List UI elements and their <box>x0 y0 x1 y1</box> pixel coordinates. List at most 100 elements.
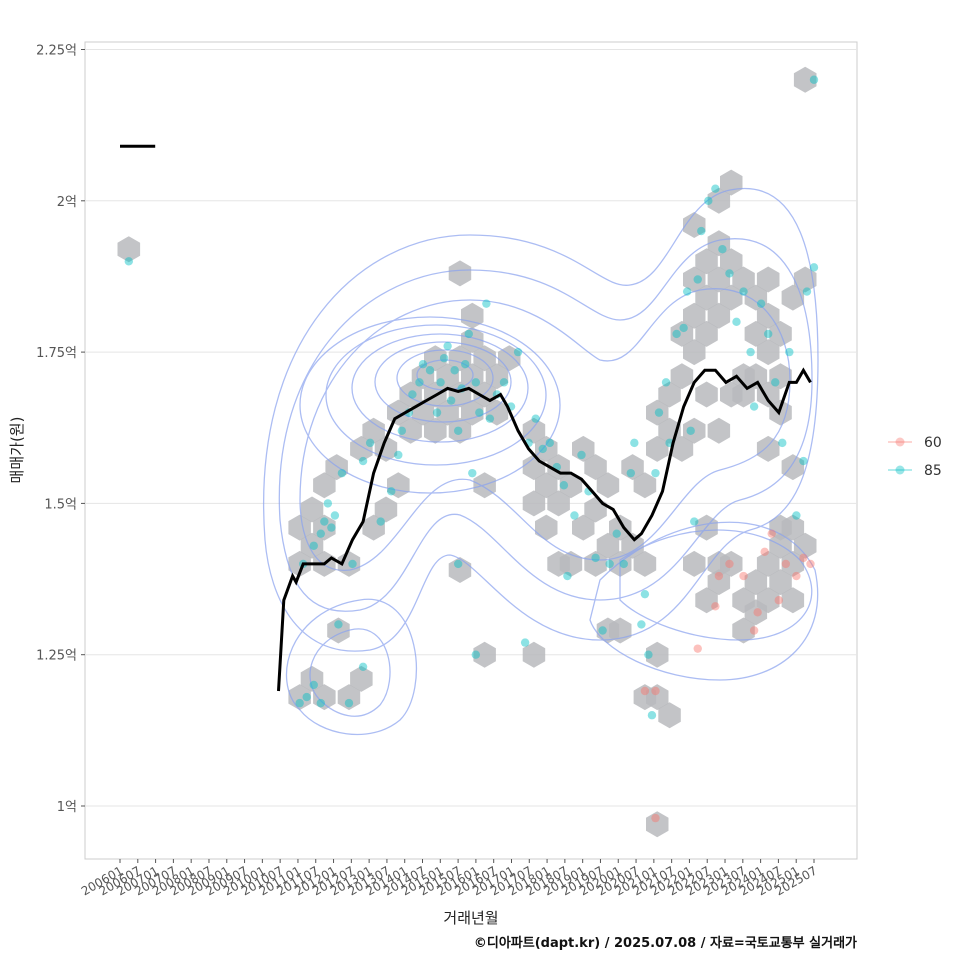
point-85 <box>545 438 554 448</box>
y-tick-label: 1.25억 <box>36 649 77 664</box>
hexbin-cell <box>781 454 805 481</box>
point-85 <box>690 517 699 526</box>
density-contours <box>263 187 819 736</box>
point-85 <box>443 341 452 351</box>
hexbin-cell <box>707 569 731 596</box>
point-85 <box>679 323 688 333</box>
point-85 <box>732 317 741 327</box>
point-85 <box>418 360 428 369</box>
point-85 <box>693 275 702 284</box>
hexbin-cell <box>683 266 706 293</box>
point-85 <box>334 620 343 629</box>
hexbin-cell <box>547 490 570 517</box>
point-85 <box>344 698 354 708</box>
point-85 <box>577 450 586 460</box>
point-85 <box>746 347 755 357</box>
point-60 <box>714 571 724 581</box>
point-85 <box>316 529 326 538</box>
point-85 <box>647 711 657 720</box>
legend-label-60: 60 <box>924 435 942 451</box>
point-85 <box>570 511 579 520</box>
hexbin-cell <box>683 550 706 577</box>
point-85 <box>415 378 424 387</box>
point-85 <box>327 523 336 532</box>
hexbin-cell <box>646 684 669 711</box>
density-contour <box>619 529 813 641</box>
point-60 <box>711 602 720 611</box>
point-60 <box>693 644 702 653</box>
point-85 <box>619 559 628 569</box>
hexbin-cell <box>695 248 718 275</box>
hexbin-cell <box>646 435 669 462</box>
hexbin-cell <box>535 514 558 541</box>
hexbin-cell <box>473 641 496 668</box>
point-85 <box>644 650 653 659</box>
hexbin-cell <box>781 587 805 614</box>
hexbin-cell <box>448 260 472 287</box>
series-85-points <box>124 75 819 720</box>
point-85 <box>432 408 442 417</box>
hexbin-cell <box>535 472 558 499</box>
point-85 <box>453 559 463 569</box>
point-85 <box>799 456 808 466</box>
hexbin-cell <box>781 550 805 577</box>
hexbin-cell <box>707 187 731 214</box>
hexbin-cell <box>633 472 657 499</box>
point-60 <box>806 559 815 569</box>
hexbin-cell <box>744 569 768 596</box>
point-85 <box>711 184 720 193</box>
point-85 <box>686 426 695 435</box>
hexbin-cell <box>411 363 435 390</box>
point-85 <box>612 529 621 538</box>
point-60 <box>749 626 759 635</box>
hexbin-cell <box>313 514 336 541</box>
hexbin-cell <box>683 212 706 238</box>
hexbin-cell <box>707 230 731 257</box>
y-tick-label: 1.75억 <box>36 346 77 361</box>
hexbin-cell <box>646 399 669 426</box>
legend-item-60: 60 <box>888 435 942 451</box>
hexbin-cell <box>609 514 632 541</box>
point-85 <box>682 287 692 296</box>
point-85 <box>124 257 134 266</box>
hexbin-cell <box>769 569 792 596</box>
point-85 <box>323 499 333 508</box>
point-85 <box>485 414 495 423</box>
legend: 60 85 <box>888 435 942 479</box>
hexbin-cell <box>646 641 669 668</box>
hexbin-cell <box>695 587 718 614</box>
hexbin-cell <box>720 381 743 408</box>
hexbin-cell <box>313 684 336 711</box>
hexbin-cell <box>374 496 398 523</box>
point-85 <box>725 269 734 278</box>
point-85 <box>672 329 681 339</box>
point-85 <box>739 287 748 296</box>
hexbin-cell <box>707 550 731 577</box>
density-contour <box>299 316 561 494</box>
point-85 <box>559 481 569 490</box>
hexbin-cell <box>436 363 459 390</box>
hexbin-cell <box>448 417 472 444</box>
hexbin-cell <box>683 417 706 444</box>
point-85 <box>365 438 375 448</box>
density-contour <box>263 187 819 652</box>
point-60 <box>774 596 783 605</box>
point-60 <box>799 553 808 563</box>
hexbin-cell <box>756 339 780 366</box>
hexbin-cell <box>461 327 484 353</box>
hexbin-cell <box>300 665 324 692</box>
point-85 <box>499 378 509 387</box>
point-85 <box>358 456 368 466</box>
x-axis-ticks: 2006012006072007012007072008012008072009… <box>79 859 820 899</box>
point-85 <box>425 366 435 375</box>
hexbin-cell <box>658 381 681 408</box>
hexbin-cell <box>362 417 385 444</box>
hexbin-cell <box>732 617 755 644</box>
point-85 <box>630 438 639 448</box>
hexbin-cell <box>362 514 385 541</box>
point-85 <box>394 450 403 460</box>
hexbin-cell <box>769 514 792 541</box>
y-tick-label: 1.5억 <box>44 497 77 512</box>
point-60 <box>651 686 660 696</box>
point-85 <box>605 559 614 569</box>
